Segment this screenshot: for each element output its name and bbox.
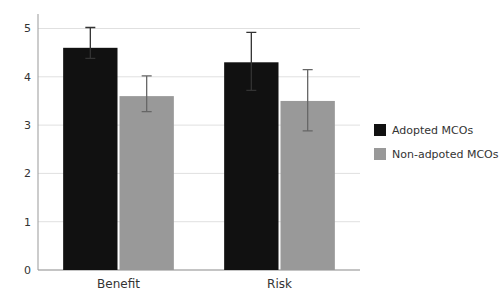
error-bar [85, 28, 95, 59]
legend-swatch [374, 148, 386, 160]
error-bar [246, 32, 256, 90]
bar [120, 96, 174, 270]
error-bar [142, 76, 152, 112]
chart: 0 1 2 3 4 5 Benefit Risk Adopted MCOs Non-adpoted… [0, 0, 500, 302]
error-bar [303, 70, 313, 131]
y-axis-line [38, 14, 39, 270]
legend-swatch [374, 124, 386, 136]
y-tick-label: 1 [24, 216, 31, 229]
legend: Adopted MCOs Non-adpoted MCOs [374, 124, 499, 161]
x-tick-label: Risk [267, 277, 292, 291]
y-tick-label: 2 [24, 167, 31, 180]
bar [63, 48, 117, 270]
bars [63, 28, 335, 270]
chart-container: 0 1 2 3 4 5 Benefit Risk Adopted MCOs Non-adpoted… [0, 0, 500, 302]
bar [224, 62, 278, 270]
legend-label: Adopted MCOs [392, 124, 473, 137]
y-tick-label: 3 [24, 119, 31, 132]
y-tick-label: 5 [24, 22, 31, 35]
y-tick-label: 4 [24, 71, 31, 84]
y-tick-label: 0 [24, 264, 31, 277]
x-tick-label: Benefit [97, 277, 140, 291]
legend-label: Non-adpoted MCOs [392, 148, 499, 161]
grid [38, 28, 360, 270]
